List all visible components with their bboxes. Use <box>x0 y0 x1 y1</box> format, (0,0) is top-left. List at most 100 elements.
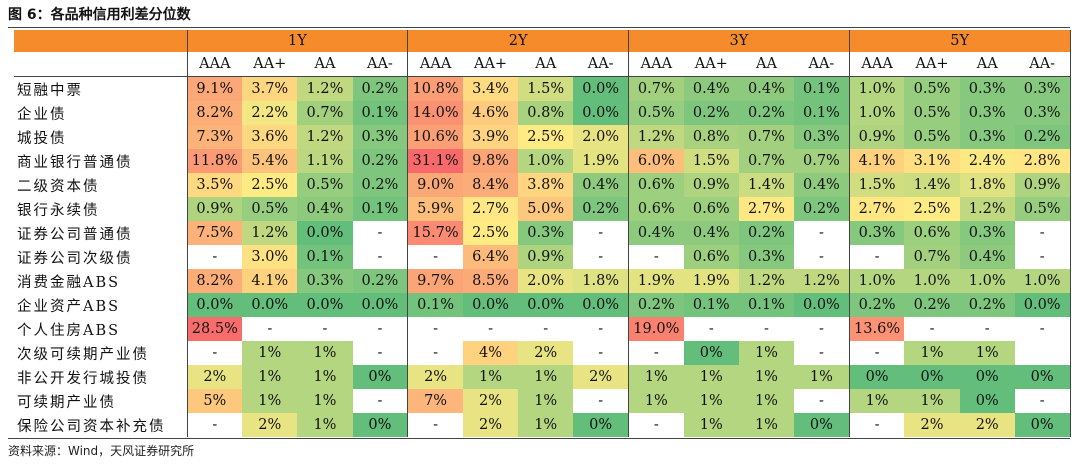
value-cell: 1% <box>849 389 905 413</box>
value-cell: 0.1% <box>352 197 409 221</box>
value-cell: 0.7% <box>297 101 353 125</box>
value-cell: 8.5% <box>462 269 519 293</box>
value-cell: 3.1% <box>904 149 960 173</box>
value-cell: 1.2% <box>297 125 353 149</box>
value-cell: 1.0% <box>849 76 905 101</box>
table-row: 证券公司次级债 -3.0% 0.1% - -6.4% 0.9% - -0.6% 0.3% - -0.… <box>14 245 1071 269</box>
value-cell: 2.7% <box>738 197 795 221</box>
value-cell: 0.2% <box>573 197 630 221</box>
value-cell: 0.5% <box>904 76 960 101</box>
table-row: 消费金融ABS 8.2% 4.1% 0.3% 0.2% 9.7% 8.5% 2.0% 1.8% 1… <box>14 269 1071 293</box>
value-cell: 0.9% <box>518 245 574 269</box>
value-cell: 0.4% <box>628 221 684 245</box>
value-cell: 1% <box>242 389 298 413</box>
value-cell: 2.5% <box>518 125 574 149</box>
value-cell <box>1014 341 1071 365</box>
value-cell: 8.2% <box>187 269 243 293</box>
value-cell: - <box>1014 245 1071 269</box>
value-cell: 1% <box>683 365 739 389</box>
rating-header: AA+ <box>462 52 519 77</box>
value-cell: 1.0% <box>1014 269 1071 293</box>
rating-header: AAA <box>187 52 243 77</box>
value-cell: 7.3% <box>187 125 243 149</box>
value-cell: 0.6% <box>628 197 684 221</box>
row-label: 可续期产业债 <box>14 389 188 413</box>
value-cell: 9.1% <box>187 76 243 101</box>
value-cell: 5.9% <box>407 197 463 221</box>
table-row: 二级资本债 3.5% 2.5% 0.5% 0.2% 9.0% 8.4% 3.8% 0.4% 0.6… <box>14 173 1071 197</box>
value-cell: - <box>433 249 439 265</box>
value-cell: - <box>794 341 850 365</box>
value-cell: - <box>488 321 493 337</box>
value-cell: - <box>653 417 659 433</box>
value-cell: 4.6% <box>462 101 519 125</box>
value-cell: 7.5% <box>187 221 243 245</box>
value-cell: 6.0% <box>628 149 684 173</box>
value-cell: - <box>573 221 630 245</box>
value-cell: 0.1% <box>407 293 463 317</box>
value-cell: 4% <box>462 341 519 365</box>
value-cell: 0.0% <box>462 293 519 317</box>
value-cell: 1.0% <box>849 101 905 125</box>
value-cell: 2% <box>407 365 463 389</box>
value-cell: 1% <box>738 365 795 389</box>
row-label: 次级可续期产业债 <box>14 341 188 365</box>
row-label: 个人住房ABS <box>14 317 188 341</box>
value-cell: 0.0% <box>794 293 850 317</box>
value-cell: 9.0% <box>407 173 463 197</box>
value-cell: 0.2% <box>628 293 684 317</box>
value-cell: - <box>794 317 850 341</box>
value-cell: 1% <box>242 365 298 389</box>
value-cell: 0.3% <box>738 245 795 269</box>
value-cell: 0.4% <box>573 173 630 197</box>
bottom-rule <box>8 438 1070 439</box>
corner-cell-2 <box>14 52 188 77</box>
table-row: 可续期产业债 5% 1% 1% -7% 2% 1% -1% 1% 1% -1% 1% 0% - <box>14 389 1071 413</box>
value-cell: 1% <box>297 389 353 413</box>
value-cell: 10.6% <box>407 125 463 149</box>
value-cell: 2% <box>462 389 519 413</box>
value-cell: 1% <box>959 341 1015 365</box>
value-cell: 1% <box>628 389 684 413</box>
value-cell: 0.7% <box>738 125 795 149</box>
value-cell: 2% <box>462 413 519 437</box>
rating-header: AA+ <box>683 52 739 77</box>
value-cell: - <box>573 245 630 269</box>
value-cell: 2.7% <box>849 197 905 221</box>
value-cell: 1% <box>518 389 574 413</box>
value-cell: 1.8% <box>959 173 1015 197</box>
value-cell: 0.1% <box>683 293 739 317</box>
value-cell: 3.8% <box>518 173 574 197</box>
value-cell: - <box>352 341 409 365</box>
value-cell: 0.6% <box>683 245 739 269</box>
table-row: 非公开发行城投债 2% 1% 1% 0% 2% 1% 1% 2% 1% 1% 1% 1% 0% 0% 0% 0% <box>14 365 1071 389</box>
value-cell: - <box>212 417 218 433</box>
value-cell: 0% <box>849 365 905 389</box>
corner-cell <box>14 30 188 52</box>
value-cell: 0.3% <box>1014 101 1071 125</box>
table-row: 次级可续期产业债 -1% 1% - -4% 2% - -0% 1% - -1% 1% <box>14 341 1071 365</box>
value-cell: 19.0% <box>628 317 684 341</box>
value-cell: - <box>1014 317 1071 341</box>
value-cell: 0.9% <box>849 125 905 149</box>
row-label: 二级资本债 <box>14 173 188 197</box>
value-cell: - <box>433 321 439 337</box>
value-cell: 0% <box>352 365 409 389</box>
value-cell: 1% <box>628 365 684 389</box>
value-cell: - <box>874 249 880 265</box>
rating-header: AA <box>518 52 574 77</box>
value-cell: 1% <box>518 413 574 437</box>
value-cell: 1% <box>904 389 960 413</box>
value-cell: 0.2% <box>683 101 739 125</box>
rating-header: AA <box>738 52 795 77</box>
value-cell: - <box>573 389 630 413</box>
value-cell: 2% <box>904 413 960 437</box>
value-cell: 0.3% <box>959 221 1015 245</box>
value-cell: 1.9% <box>573 149 630 173</box>
rating-header: AA <box>959 52 1015 77</box>
value-cell: 0.6% <box>628 173 684 197</box>
table-row: 企业资产ABS 0.0% 0.0% 0.0% 0.0% 0.1% 0.0% 0.0% 0.0% 0… <box>14 293 1071 317</box>
value-cell: 0.0% <box>187 293 243 317</box>
rating-header: AA- <box>794 52 850 77</box>
value-cell: - <box>708 321 714 337</box>
